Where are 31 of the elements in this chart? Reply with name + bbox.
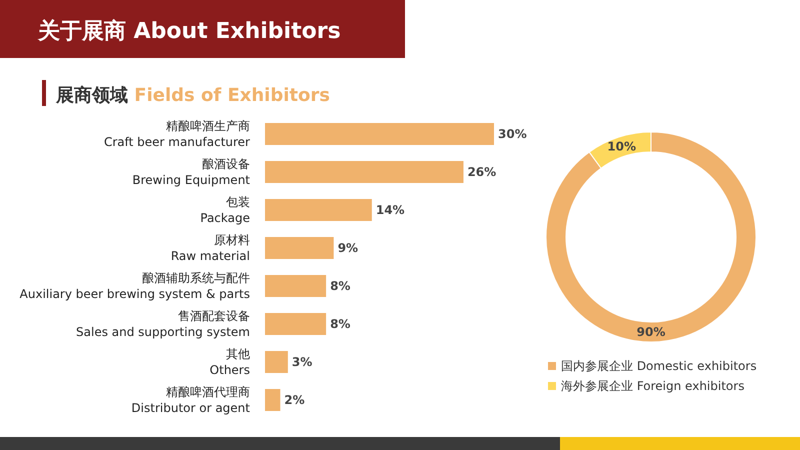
data-label: 30% (498, 127, 527, 141)
y-tick-label: 酿酒设备 Brewing Equipment (132, 157, 250, 187)
y-tick-label: 酿酒辅助系统与配件 Auxiliary beer brewing system & parts (20, 271, 250, 301)
data-label: 26% (467, 165, 496, 179)
bar (265, 389, 280, 411)
legend-label: 国内参展企业 Domestic exhibitors (561, 359, 757, 373)
bar (265, 275, 326, 297)
data-label: 10% (607, 140, 636, 154)
bar (265, 351, 288, 373)
bar (265, 237, 334, 259)
donut-slice (546, 132, 756, 342)
bar (265, 313, 326, 335)
chart-subtitle: 展商领域 Fields of Exhibitors (55, 85, 330, 106)
data-label: 3% (292, 355, 312, 369)
legend-label: 海外参展企业 Foreign exhibitors (561, 379, 744, 393)
bar (265, 123, 494, 145)
data-label: 9% (338, 241, 358, 255)
y-tick-label: 原材料 Raw material (170, 233, 250, 263)
data-label: 2% (284, 393, 305, 407)
data-label: 90% (636, 325, 666, 339)
y-tick-label: 包装 Package (200, 195, 250, 225)
y-tick-label: 精酿啤酒生产商 Craft beer manufacturer (104, 119, 250, 149)
y-tick-label: 精酿啤酒代理商 Distributor or agent (131, 385, 250, 415)
bar (265, 199, 372, 221)
data-label: 8% (330, 317, 350, 331)
bar (265, 161, 464, 183)
data-label: 14% (376, 203, 405, 217)
chart-title: 关于展商 About Exhibitors (37, 18, 341, 44)
y-tick-label: 售酒配套设备 Sales and supporting system (76, 309, 250, 339)
data-label: 8% (330, 279, 350, 293)
y-tick-label: 其他 Others (210, 347, 250, 377)
